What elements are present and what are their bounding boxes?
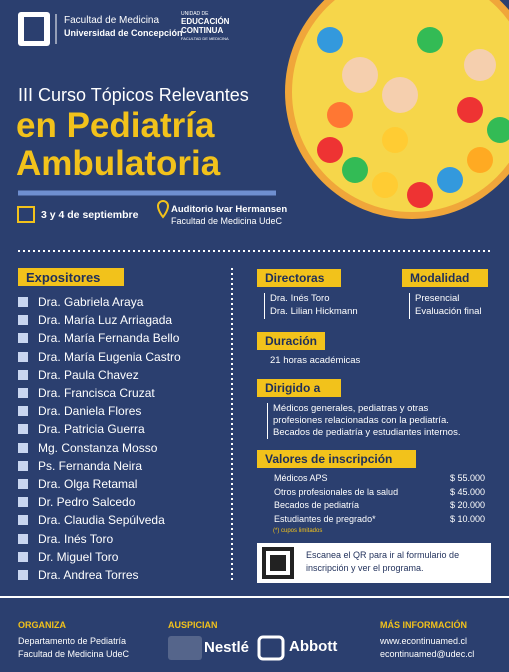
speaker: Dra. Paula Chavez	[38, 367, 139, 382]
section-label: Valores de inscripción	[257, 450, 416, 468]
bullet	[18, 297, 28, 307]
nestle-icon	[168, 636, 202, 660]
speaker: Dr. Pedro Salcedo	[38, 495, 136, 510]
price-label: Otros profesionales de la salud	[274, 486, 399, 497]
bullet	[18, 479, 28, 489]
audience-line: Médicos generales, pediatras y otras	[273, 403, 429, 414]
price-label: Médicos APS	[274, 473, 328, 483]
bullet	[18, 333, 28, 344]
speaker: Dra. Andrea Torres	[38, 568, 139, 582]
title-main: en Pediatría	[16, 106, 215, 145]
university: Universidad de Concepción	[64, 28, 183, 38]
faculty: Facultad de Medicina	[64, 15, 160, 26]
section-label: Duración	[257, 332, 325, 350]
speaker: Dra. María Eugenia Castro	[38, 349, 181, 364]
unit: UNIDAD DE	[181, 11, 209, 17]
speaker: Dra. Claudia Sepúlveda	[38, 513, 165, 528]
bullet	[18, 424, 28, 435]
speaker: Dra. María Luz Arriagada	[38, 313, 173, 328]
website: www.econtinuamed.cl	[380, 636, 468, 646]
price-value: $ 45.000	[450, 486, 486, 497]
bullet	[18, 551, 28, 562]
speaker: Dr. Miguel Toro	[38, 549, 119, 564]
bullet	[18, 497, 28, 508]
qr-box	[257, 543, 491, 583]
unit: CONTINUA	[181, 26, 224, 35]
duration: 21 horas académicas	[270, 355, 361, 366]
speaker: Dra. María Fernanda Bello	[38, 331, 180, 346]
director: Dra. Lilian Hickmann	[270, 306, 358, 317]
speaker: Dra. Olga Retamal	[38, 477, 138, 491]
director: Dra. Inés Toro	[270, 293, 330, 304]
pin-icon	[156, 200, 170, 219]
venue: Facultad de Medicina UdeC	[171, 216, 283, 226]
bullet	[18, 442, 28, 453]
price-value: $ 20.000	[450, 500, 486, 510]
bar	[264, 293, 265, 319]
bullet	[18, 369, 28, 380]
organizer: Departamento de Pediatría	[18, 636, 127, 646]
abbott-icon	[257, 635, 285, 661]
price-note: (*) cupos limitados	[273, 528, 323, 534]
speaker: Dra. Inés Toro	[38, 531, 114, 546]
speaker: Dra. Gabriela Araya	[38, 295, 144, 309]
qr-text: Escanea el QR para ir al formulario de i…	[306, 550, 460, 573]
bullet	[18, 460, 28, 471]
bar	[267, 403, 268, 439]
venue: Auditorio Ivar Hermansen	[171, 204, 288, 215]
unit: FACULTAD DE MEDICINA	[181, 36, 229, 41]
speaker: Mg. Constanza Mosso	[38, 440, 158, 455]
email: econtinuamed@udec.cl	[380, 649, 475, 659]
price-label: Estudiantes de pregrado*	[274, 513, 376, 524]
speaker: Ps. Fernanda Neira	[38, 458, 143, 473]
footer-title: ORGANIZA	[18, 620, 66, 630]
date: 3 y 4 de septiembre	[41, 209, 139, 221]
speaker: Dra. Francisca Cruzat	[38, 386, 155, 400]
speaker: Dra. Daniela Flores	[38, 404, 142, 419]
section-label: Modalidad	[402, 269, 488, 287]
section-label: Directoras	[257, 269, 341, 287]
sponsor: Nestlé	[204, 639, 250, 656]
title-line: III Curso Tópicos Relevantes	[18, 85, 249, 105]
section-label: Expositores	[18, 268, 124, 286]
bullet	[18, 406, 28, 417]
bar	[409, 293, 410, 319]
footer-title: AUSPICIAN	[168, 620, 218, 630]
modality: Evaluación final	[415, 306, 482, 317]
organizer: Facultad de Medicina UdeC	[18, 649, 130, 659]
section-label: Dirigido a	[257, 379, 341, 397]
bullet	[18, 351, 28, 362]
speaker: Dra. Patricia Guerra	[38, 422, 145, 437]
bullet	[18, 533, 28, 544]
title-main: Ambulatoria	[16, 144, 221, 183]
price-label: Becados de pediatría	[274, 500, 360, 510]
unit: EDUCACIÓN	[181, 17, 230, 26]
audience-line: Becados de pediatría y estudiantes inter…	[273, 427, 461, 438]
footer-title: MÁS INFORMACIÓN	[380, 620, 467, 630]
bullet	[18, 515, 28, 526]
price-value: $ 10.000	[450, 513, 486, 524]
bullet	[18, 315, 28, 326]
balls	[317, 27, 509, 208]
calendar-icon	[17, 206, 35, 223]
modality: Presencial	[415, 293, 460, 304]
audience-line: profesiones relacionadas con la pediatrí…	[273, 415, 449, 426]
price-value: $ 55.000	[450, 473, 486, 483]
bullet	[18, 570, 28, 580]
sponsor: Abbott	[289, 638, 338, 655]
bullet	[18, 388, 28, 398]
